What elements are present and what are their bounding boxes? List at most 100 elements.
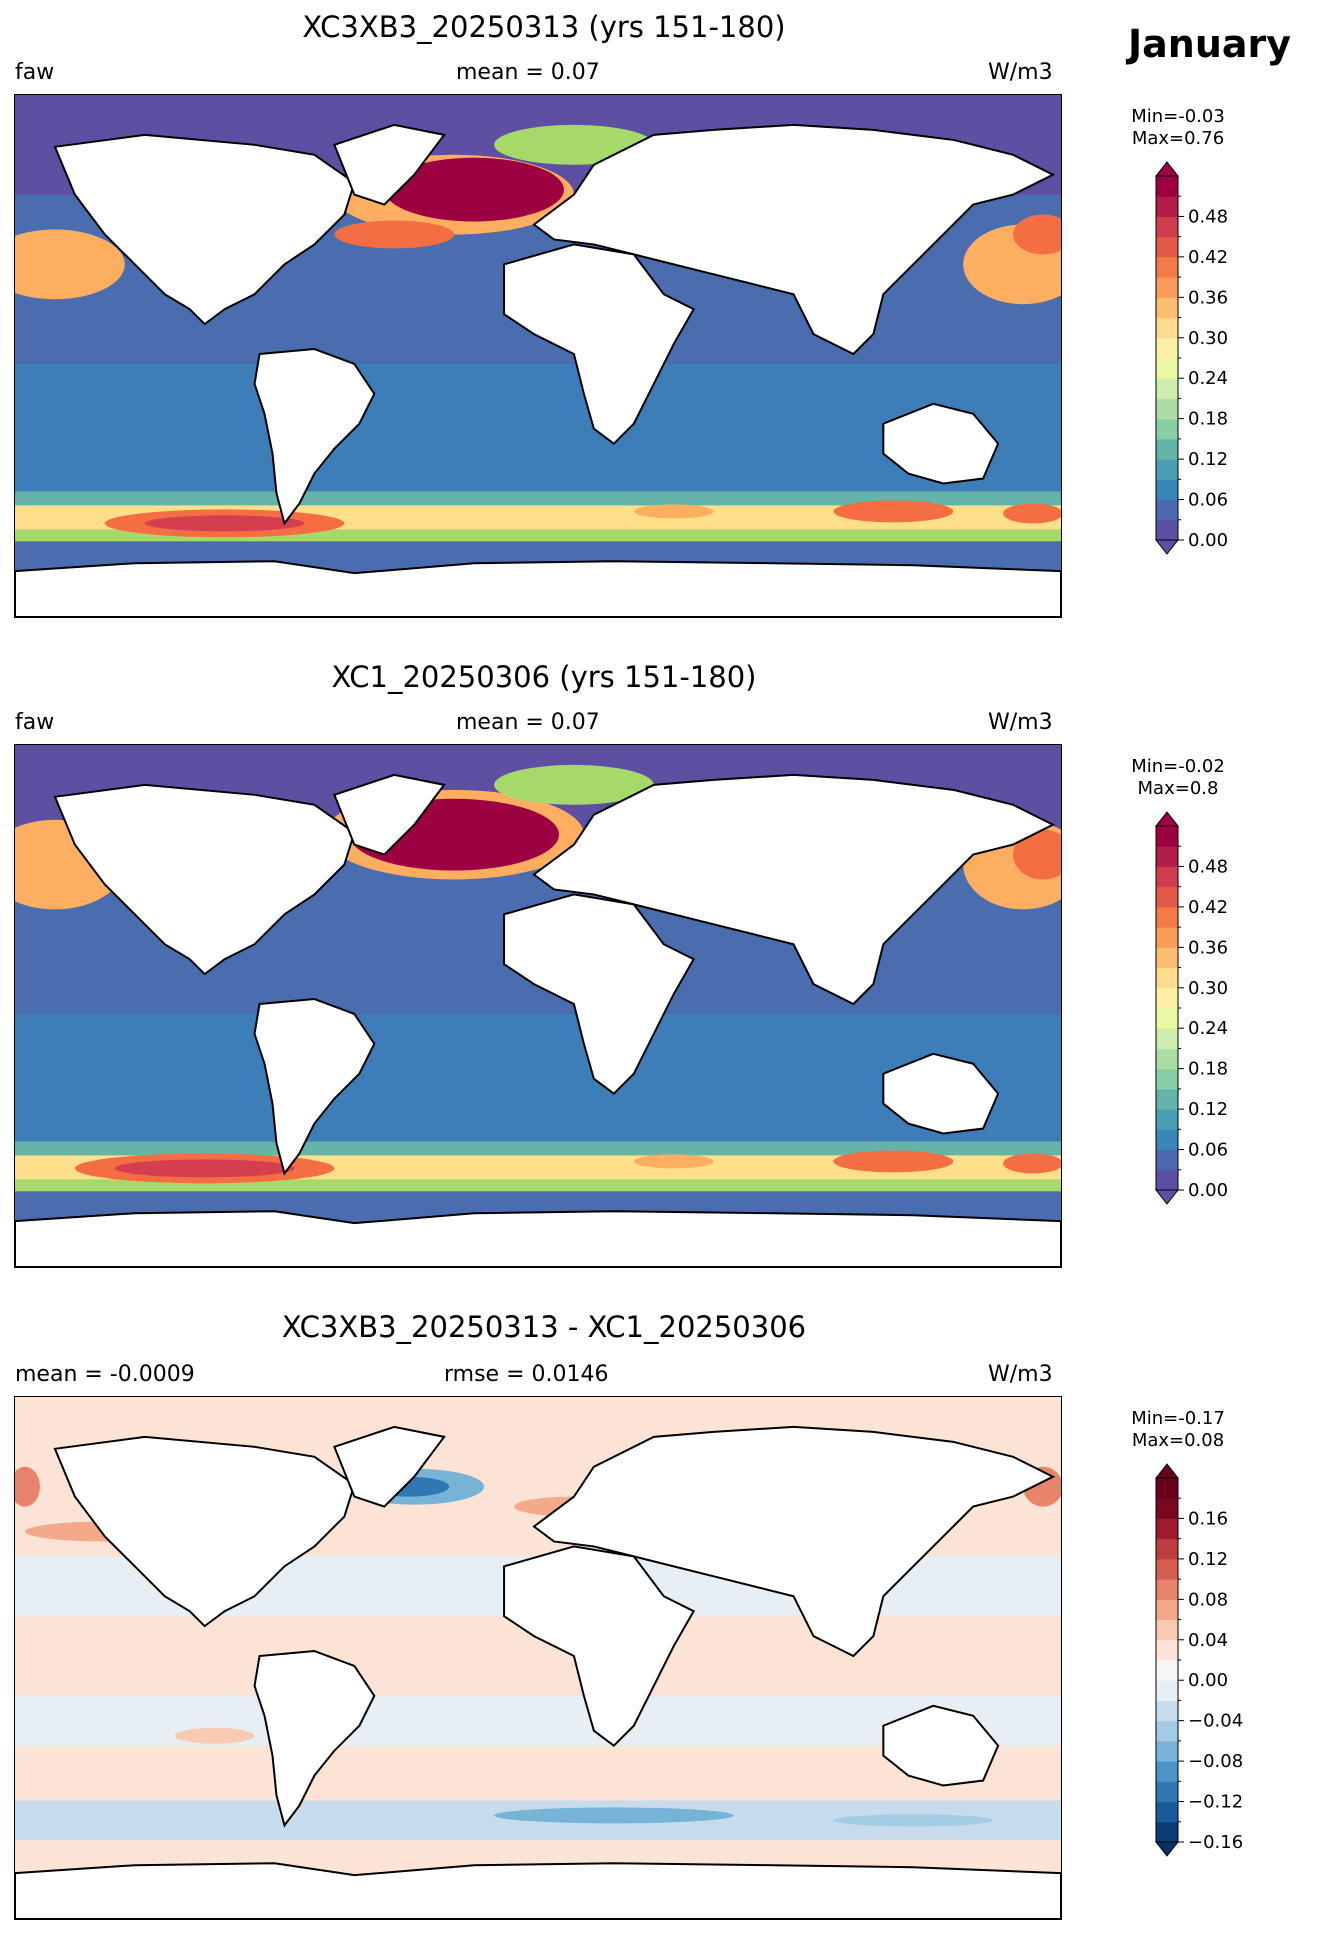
- panel-2-variable-label: faw: [15, 710, 55, 735]
- colorbar-segment: [1156, 216, 1178, 238]
- colorbar-tick-label: 0.48: [1188, 856, 1228, 877]
- colorbar-segment: [1156, 866, 1178, 888]
- colorbar-tick-label: 0.24: [1188, 368, 1228, 389]
- panel-1-max-label: Max=0.76: [1131, 128, 1225, 149]
- panel-1-title: XC3XB3_20250313 (yrs 151-180): [302, 10, 786, 44]
- panel-1-map: [14, 94, 1062, 618]
- colorbar-segment: [1156, 886, 1178, 908]
- panel-1-map-svg: [15, 95, 1061, 617]
- colorbar-tick-label: 0.06: [1188, 490, 1228, 511]
- colorbar-segment: [1156, 459, 1178, 480]
- colorbar-segment: [1156, 196, 1178, 217]
- colorbar-segment: [1156, 1558, 1178, 1580]
- colorbar-tick-label: 0.08: [1188, 1589, 1228, 1610]
- panel-2-map: [14, 744, 1062, 1268]
- colorbar-segment: [1156, 1801, 1178, 1823]
- colorbar-tick-label: 0.30: [1188, 328, 1228, 349]
- colorbar-tick-label: −0.08: [1188, 1751, 1243, 1772]
- colorbar-segment: [1156, 277, 1178, 298]
- colorbar-segment: [1156, 1478, 1178, 1499]
- panel-3-title: XC3XB3_20250313 - XC1_20250306: [281, 1310, 807, 1344]
- colorbar-tick-label: 0.36: [1188, 287, 1228, 308]
- colorbar-tick-label: 0.12: [1188, 1549, 1228, 1570]
- colorbar-segment: [1156, 1781, 1178, 1803]
- panel-2-mean-label: mean = 0.07: [456, 710, 600, 735]
- panel-1-units-label: W/m3: [988, 60, 1053, 85]
- colorbar-segment: [1156, 317, 1178, 339]
- month-label: January: [1128, 22, 1292, 66]
- colorbar-tick-label: 0.18: [1188, 409, 1228, 430]
- colorbar-segment: [1156, 297, 1178, 319]
- colorbar-segment: [1156, 519, 1178, 541]
- panel-3-map: [14, 1396, 1062, 1920]
- colorbar-segment: [1156, 1639, 1178, 1661]
- colorbar-segment: [1156, 176, 1178, 197]
- colorbar-segment: [1156, 1700, 1178, 1722]
- colorbar-extend-min: [1154, 1841, 1180, 1857]
- colorbar-extend-max: [1154, 811, 1180, 827]
- colorbar-segment: [1156, 1518, 1178, 1540]
- colorbar-extend-max: [1154, 161, 1180, 177]
- colorbar-segment: [1156, 846, 1178, 867]
- colorbar-segment: [1156, 499, 1178, 521]
- colorbar-tick-label: 0.24: [1188, 1018, 1228, 1039]
- colorbar-segment: [1156, 1660, 1178, 1681]
- panel-3-colorbar-svg: −0.16 −0.12 −0.08 −0.04 0.00 0.04 0.08 0.12 0.16: [1154, 1463, 1243, 1857]
- colorbar-segment: [1156, 1169, 1178, 1191]
- panel-3-min-label: Min=-0.17: [1131, 1408, 1225, 1429]
- colorbar-segment: [1156, 927, 1178, 948]
- colorbar-tick-label: 0.48: [1188, 206, 1228, 227]
- colorbar-tick-label: 0.00: [1188, 1180, 1228, 1201]
- colorbar-tick-label: 0.30: [1188, 978, 1228, 999]
- colorbar-segment: [1156, 1720, 1178, 1742]
- panel-3-colorbar: −0.16 −0.12 −0.08 −0.04 0.00 0.04 0.08 0.12 0.16: [1150, 1462, 1290, 1862]
- colorbar-segment: [1156, 479, 1178, 501]
- panel-3-units-label: W/m3: [988, 1362, 1053, 1387]
- colorbar-segment: [1156, 1821, 1178, 1843]
- panel-2-colorbar-svg: 0.00 0.06 0.12 0.18 0.24 0.30 0.36 0.42 0.48: [1154, 811, 1228, 1205]
- panel-3-map-svg: [15, 1397, 1061, 1919]
- colorbar-segment: [1156, 1538, 1178, 1560]
- colorbar-extend-min: [1154, 539, 1180, 555]
- colorbar-segment: [1156, 418, 1178, 440]
- colorbar-segment: [1156, 1048, 1178, 1070]
- colorbar-segment: [1156, 906, 1178, 928]
- colorbar-extend-min: [1154, 1189, 1180, 1205]
- panel-2-min-label: Min=-0.02: [1131, 756, 1225, 777]
- colorbar-segment: [1156, 826, 1178, 847]
- colorbar-tick-label: 0.12: [1188, 1099, 1228, 1120]
- colorbar-segment: [1156, 1579, 1178, 1600]
- colorbar-segment: [1156, 256, 1178, 278]
- colorbar-segment: [1156, 1599, 1178, 1621]
- colorbar-tick-label: 0.42: [1188, 897, 1228, 918]
- panel-2-max-label: Max=0.8: [1137, 778, 1219, 799]
- colorbar-tick-label: 0.12: [1188, 449, 1228, 470]
- colorbar-segment: [1156, 378, 1178, 399]
- colorbar-segment: [1156, 987, 1178, 1009]
- colorbar-segment: [1156, 1129, 1178, 1151]
- colorbar-tick-label: 0.18: [1188, 1059, 1228, 1080]
- panel-2-map-svg: [15, 745, 1061, 1267]
- colorbar-segment: [1156, 1028, 1178, 1049]
- colorbar-segment: [1156, 398, 1178, 420]
- panel-2-colorbar: 0.00 0.06 0.12 0.18 0.24 0.30 0.36 0.42 0.48: [1150, 810, 1290, 1210]
- colorbar-segment: [1156, 1109, 1178, 1130]
- colorbar-tick-label: 0.42: [1188, 247, 1228, 268]
- colorbar-segment: [1156, 1498, 1178, 1519]
- colorbar-segment: [1156, 438, 1178, 460]
- colorbar-segment: [1156, 358, 1178, 379]
- panel-1-colorbar-svg: 0.00 0.06 0.12 0.18 0.24 0.30 0.36 0.42 0.48: [1154, 161, 1228, 555]
- colorbar-tick-label: 0.00: [1188, 530, 1228, 551]
- panel-2-title: XC1_20250306 (yrs 151-180): [331, 660, 757, 694]
- panel-1-variable-label: faw: [15, 60, 55, 85]
- colorbar-segment: [1156, 1619, 1178, 1641]
- colorbar-extend-max: [1154, 1463, 1180, 1479]
- colorbar-segment: [1156, 236, 1178, 258]
- panel-1-colorbar: 0.00 0.06 0.12 0.18 0.24 0.30 0.36 0.42 0.48: [1150, 160, 1290, 560]
- colorbar-segment: [1156, 1088, 1178, 1110]
- panel-3-max-label: Max=0.08: [1131, 1430, 1225, 1451]
- colorbar-tick-label: −0.16: [1188, 1832, 1243, 1853]
- colorbar-segment: [1156, 1068, 1178, 1090]
- panel-2-units-label: W/m3: [988, 710, 1053, 735]
- colorbar-segment: [1156, 1008, 1178, 1029]
